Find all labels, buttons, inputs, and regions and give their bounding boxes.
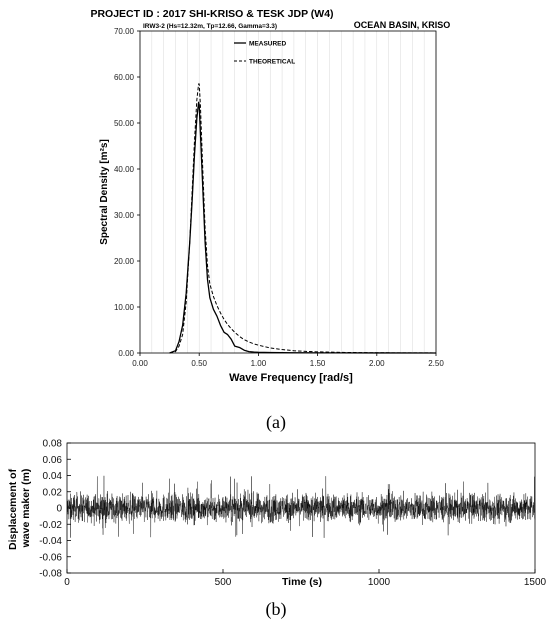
y-tick-label-b: -0.06: [39, 552, 62, 563]
y-tick-label: 10.00: [114, 303, 135, 312]
x-tick-label: 2.00: [369, 359, 385, 368]
y-tick-label: 50.00: [114, 119, 135, 128]
y-tick-label: 20.00: [114, 257, 135, 266]
y-tick-label: 60.00: [114, 73, 135, 82]
corner-label: OCEAN BASIN, KRISO: [354, 20, 451, 30]
panel-b-caption: (b): [266, 599, 287, 620]
y-tick-label-b: -0.08: [39, 569, 62, 580]
x-tick-label: 0.50: [191, 359, 207, 368]
y-tick-label-b: 0: [56, 504, 62, 515]
legend: MEASURED THEORETICAL: [234, 41, 295, 66]
x-tick-label: 2.50: [428, 359, 444, 368]
y-tick-label-b: 0.06: [43, 455, 63, 466]
x-tick-label: 1.00: [251, 359, 267, 368]
x-tick-label-b: 500: [215, 577, 232, 588]
ticks-b: 0 500 1000 1500 0.08 0.06 0.04 0.02 0 -0.02 -0.04 -…: [39, 439, 546, 589]
y-tick-label-b: -0.02: [39, 520, 62, 531]
series-line-theoretical: [169, 83, 437, 354]
legend-label-theoretical: THEORETICAL: [249, 59, 295, 66]
y-axis-label-b-line1: Displacement of: [7, 468, 19, 550]
wave-maker-signal: [66, 475, 536, 538]
y-tick-label-b: -0.04: [39, 536, 62, 547]
x-tick-label-b: 1000: [368, 577, 391, 588]
chart-title: PROJECT ID : 2017 SHI-KRISO & TESK JDP (…: [90, 8, 333, 20]
y-tick-label-b: 0.08: [43, 439, 63, 450]
x-axis-label-a: Wave Frequency [rad/s]: [229, 372, 353, 384]
chart-subtitle: IRW3-2 (Hs=12.32m, Tp=12.66, Gamma=3.3): [143, 23, 277, 30]
x-tick-label-b: 1500: [524, 577, 547, 588]
y-axis-label-a: Spectral Density [m²s]: [99, 139, 110, 245]
y-tick-label-b: 0.04: [43, 471, 63, 482]
x-tick-label: 1.50: [310, 359, 326, 368]
series-a: [169, 83, 437, 354]
panel-a: PROJECT ID : 2017 SHI-KRISO & TESK JDP (…: [90, 8, 450, 433]
panel-a-caption: (a): [266, 412, 286, 433]
series-line-measured: [169, 101, 437, 354]
x-axis-label-b: Time (s): [282, 576, 322, 588]
y-axis-label-b: Displacement of wave maker (m): [7, 466, 32, 550]
x-tick-label: 0.00: [132, 359, 148, 368]
y-tick-label: 0.00: [118, 349, 134, 358]
y-tick-label: 70.00: [114, 27, 135, 36]
legend-label-measured: MEASURED: [249, 41, 287, 48]
y-tick-label-b: 0.02: [43, 487, 63, 498]
y-tick-label: 40.00: [114, 165, 135, 174]
x-tick-label-b: 0: [64, 577, 70, 588]
ticks-a: 0.00 0.50 1.00 1.50 2.00 2.50 0.00 10.00 20.00 30…: [114, 27, 444, 368]
y-tick-label: 30.00: [114, 211, 135, 220]
panel-b: 0 500 1000 1500 0.08 0.06 0.04 0.02 0 -0.02 -0.04 -…: [7, 439, 547, 621]
y-axis-label-b-line2: wave maker (m): [20, 469, 32, 549]
